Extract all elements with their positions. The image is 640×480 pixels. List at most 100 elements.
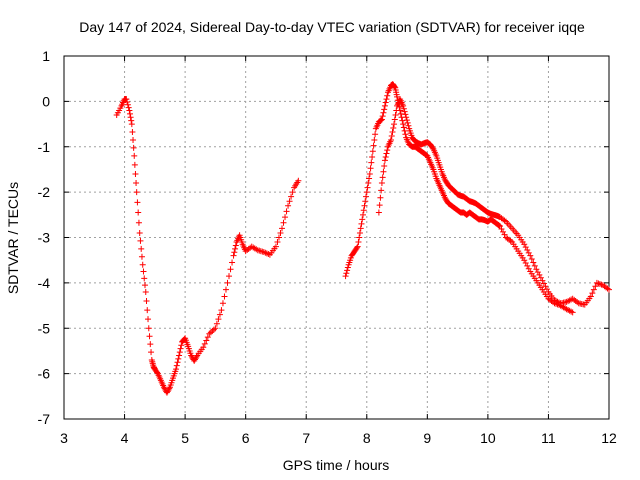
data-point xyxy=(282,214,289,221)
x-tick-label: 9 xyxy=(423,430,431,446)
data-point xyxy=(367,165,374,172)
data-point xyxy=(372,131,379,138)
data-point xyxy=(402,111,409,118)
data-point xyxy=(174,359,181,366)
data-point xyxy=(128,121,135,128)
data-point xyxy=(147,341,154,348)
chart-title: Day 147 of 2024, Sidereal Day-to-day VTE… xyxy=(79,19,585,35)
data-marks xyxy=(113,81,612,396)
data-point xyxy=(590,286,597,293)
data-point xyxy=(389,129,396,136)
data-point xyxy=(403,114,410,121)
data-point xyxy=(221,293,228,300)
data-point xyxy=(380,168,387,175)
data-point xyxy=(141,282,148,289)
data-point xyxy=(400,121,407,128)
data-point xyxy=(203,337,210,344)
data-point xyxy=(531,262,538,269)
data-point xyxy=(376,202,383,209)
data-point xyxy=(383,150,390,157)
x-axis-label: GPS time / hours xyxy=(283,457,390,473)
data-point xyxy=(378,117,385,124)
data-point xyxy=(383,96,390,103)
data-point xyxy=(132,170,139,177)
data-point xyxy=(536,271,543,278)
data-point xyxy=(124,98,131,105)
data-point xyxy=(144,307,151,314)
x-tick-label: 12 xyxy=(601,430,617,446)
data-point xyxy=(207,329,214,336)
data-point xyxy=(135,219,142,226)
data-point xyxy=(229,259,236,266)
data-point xyxy=(381,157,388,164)
data-point xyxy=(359,216,366,223)
data-point xyxy=(206,330,213,337)
data-point xyxy=(569,309,576,316)
data-point xyxy=(542,283,549,290)
data-point xyxy=(295,177,302,184)
data-point xyxy=(361,202,368,209)
y-tick-label: -1 xyxy=(38,139,51,155)
series-pass-2 xyxy=(342,81,576,316)
data-point xyxy=(524,262,531,269)
data-point xyxy=(212,325,219,332)
data-point xyxy=(343,270,350,277)
y-tick-label: -4 xyxy=(38,275,51,291)
data-point xyxy=(209,327,216,334)
data-point xyxy=(528,256,535,263)
data-point xyxy=(379,113,386,120)
data-point xyxy=(353,244,360,251)
data-point xyxy=(133,180,140,187)
data-point xyxy=(272,243,279,250)
data-point xyxy=(378,187,385,194)
data-point xyxy=(176,352,183,359)
data-point xyxy=(366,170,373,177)
y-tick-labels: 1 0 -1 -2 -3 -4 -5 -6 -7 xyxy=(38,48,51,427)
data-point xyxy=(362,198,369,205)
data-point xyxy=(522,260,529,267)
data-point xyxy=(379,174,386,181)
data-point xyxy=(364,184,371,191)
data-point xyxy=(401,127,408,134)
data-point xyxy=(226,273,233,280)
data-point xyxy=(342,273,349,280)
data-point xyxy=(404,119,411,126)
data-point xyxy=(136,229,143,236)
data-point xyxy=(178,342,185,349)
data-point xyxy=(138,253,145,260)
data-point xyxy=(344,264,351,271)
data-point xyxy=(177,345,184,352)
data-point xyxy=(175,355,182,362)
data-point xyxy=(377,194,384,201)
y-tick-label: 1 xyxy=(42,48,50,64)
series-pass-1 xyxy=(113,96,302,396)
data-point xyxy=(139,261,146,268)
y-tick-label: -6 xyxy=(38,366,51,382)
data-point xyxy=(145,316,152,323)
data-point xyxy=(344,267,351,274)
data-point xyxy=(275,234,282,241)
data-point xyxy=(231,249,238,256)
data-point xyxy=(130,136,137,143)
data-point xyxy=(394,93,401,100)
data-point xyxy=(224,279,231,286)
data-point xyxy=(363,189,370,196)
data-point xyxy=(193,353,200,360)
data-point xyxy=(496,222,503,229)
y-tick-label: -2 xyxy=(38,184,51,200)
y-tick-label: -5 xyxy=(38,320,51,336)
data-point xyxy=(400,124,407,131)
data-point xyxy=(126,107,133,114)
data-point xyxy=(125,104,132,111)
data-point xyxy=(127,114,134,121)
x-tick-label: 4 xyxy=(121,430,129,446)
data-point xyxy=(355,239,362,246)
data-point xyxy=(215,316,222,323)
data-point xyxy=(218,307,225,314)
data-point xyxy=(381,163,388,170)
data-point xyxy=(382,153,389,160)
data-point xyxy=(390,125,397,132)
data-point xyxy=(140,268,147,275)
data-point xyxy=(399,117,406,124)
data-point xyxy=(166,385,173,392)
